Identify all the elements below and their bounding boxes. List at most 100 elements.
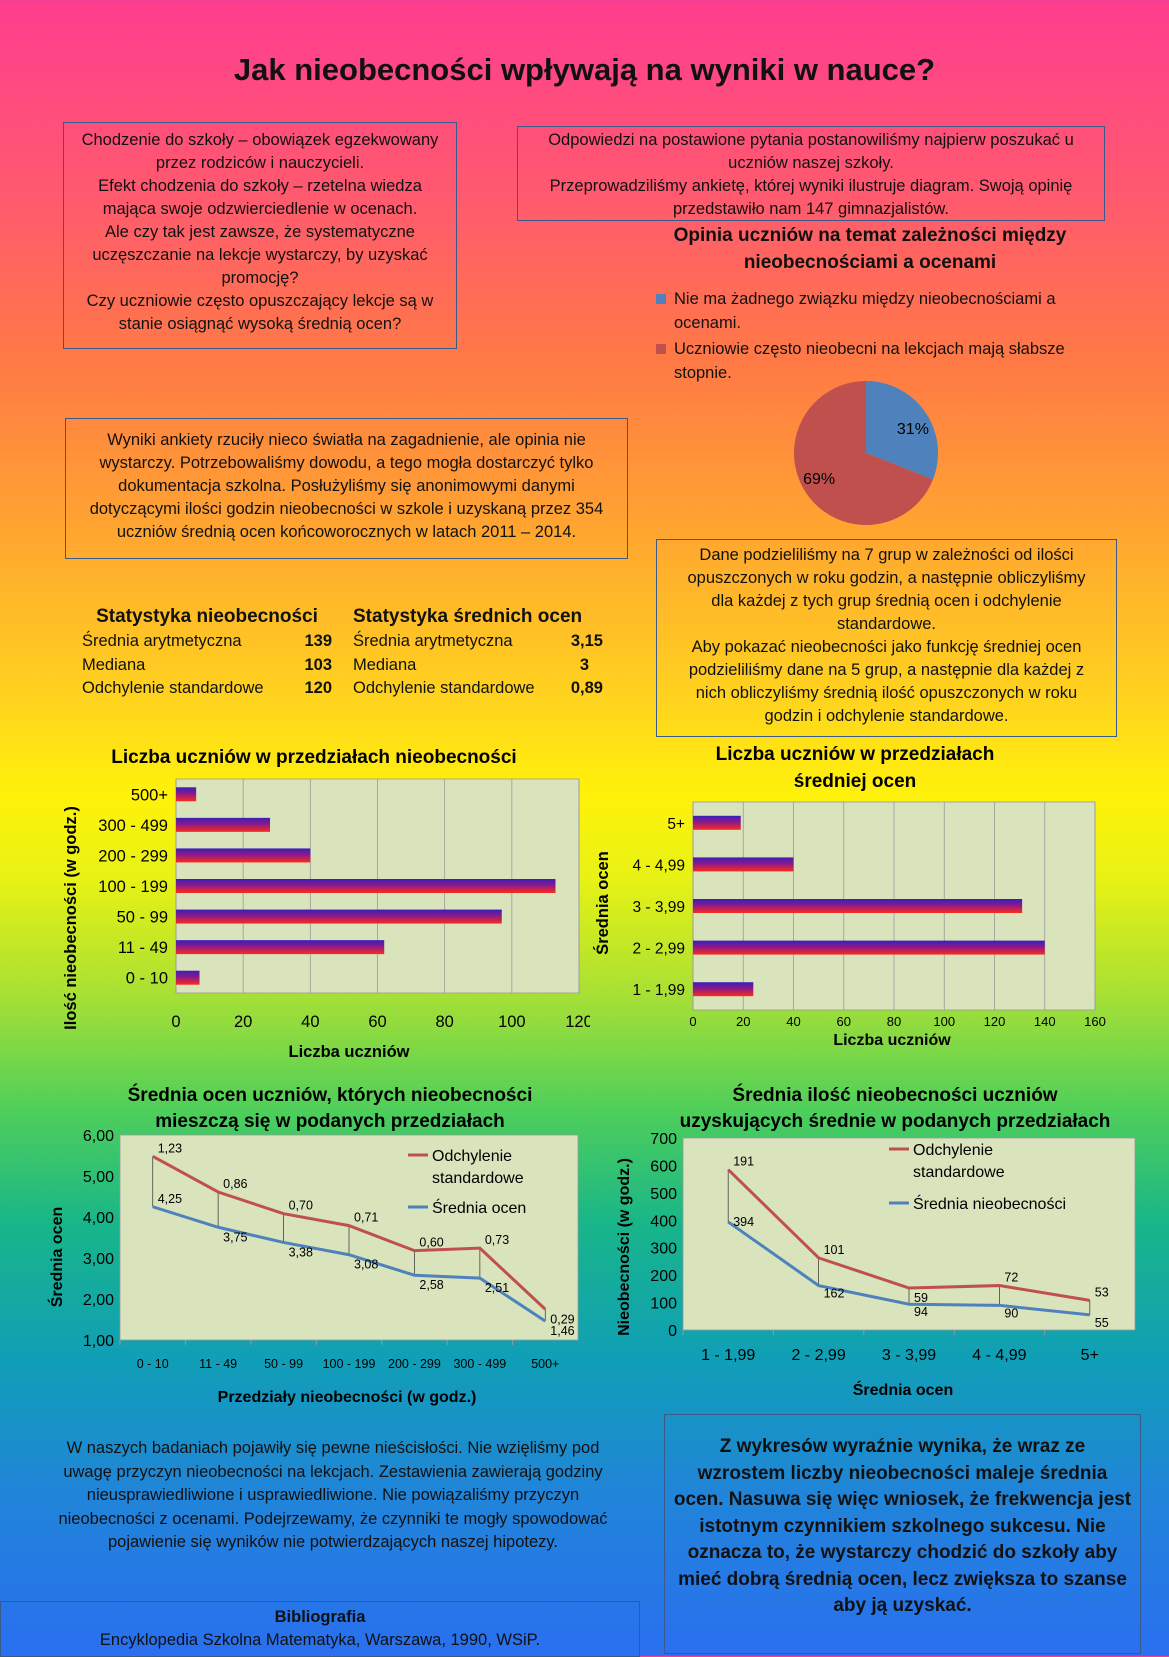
y-tick-label: 700 bbox=[650, 1131, 677, 1148]
y-tick-label: 5+ bbox=[667, 816, 685, 833]
x-tick-label: 100 bbox=[498, 1013, 526, 1031]
grades-bar-chart: Liczba uczniów w przedziałach średniej o… bbox=[593, 744, 1106, 1049]
x-tick-label: 5+ bbox=[1081, 1347, 1099, 1364]
y-tick-label: 100 - 199 bbox=[98, 878, 168, 896]
pie-title-line: nieobecnościami a ocenami bbox=[743, 252, 997, 273]
chart-title-line: Średnia ocen uczniów, których nieobecnoś… bbox=[128, 1084, 533, 1106]
bibliography-heading: Bibliografia bbox=[274, 1608, 366, 1626]
x-tick-label: 20 bbox=[234, 1013, 252, 1031]
data-label: 55 bbox=[1095, 1316, 1109, 1330]
results-box: Wyniki ankiety rzuciły nieco światła na … bbox=[65, 418, 628, 559]
text-line: mieć dobrą średnią ocen, lecz zwiększa t… bbox=[678, 1568, 1127, 1590]
intro-text: Chodzenie do szkoły – obowiązek egzekwow… bbox=[72, 129, 448, 336]
y-tick-label: 0 bbox=[668, 1323, 677, 1340]
y-tick-label: 2,00 bbox=[83, 1292, 114, 1309]
text-line: Czy uczniowie często opuszczający lekcje… bbox=[86, 292, 434, 310]
page-title: Jak nieobecności wpływają na wyniki w na… bbox=[233, 52, 936, 87]
absence-bar-chart: Liczba uczniów w przedziałach nieobecnoś… bbox=[62, 747, 590, 1060]
x-axis-label: Liczba uczniów bbox=[833, 1032, 951, 1049]
y-tick-label: 0 - 10 bbox=[126, 970, 168, 988]
x-tick-label: 3 - 3,99 bbox=[882, 1347, 936, 1364]
bar bbox=[176, 848, 311, 863]
data-label: 1,46 bbox=[550, 1324, 574, 1338]
legend-label: Nie ma żadnego związku między nieobecnoś… bbox=[674, 290, 1056, 332]
text-line: Chodzenie do szkoły – obowiązek egzekwow… bbox=[81, 131, 439, 149]
data-label: 0,60 bbox=[419, 1236, 443, 1250]
grade-stats: Statystyka średnich ocen Średnia arytmet… bbox=[353, 606, 603, 703]
x-tick-label: 2 - 2,99 bbox=[791, 1347, 845, 1364]
data-label: 0,86 bbox=[223, 1177, 247, 1191]
y-tick-label: 300 - 499 bbox=[98, 817, 168, 835]
absence-line-chart: Średnia ilość nieobecności uczniów uzysk… bbox=[616, 1084, 1136, 1399]
x-tick-label: 200 - 299 bbox=[388, 1357, 441, 1371]
x-tick-label: 4 - 4,99 bbox=[972, 1347, 1026, 1364]
series-line bbox=[727, 1168, 1091, 1302]
x-tick-label: 60 bbox=[837, 1014, 851, 1029]
groups-box: Dane podzieliliśmy na 7 grup w zależnośc… bbox=[656, 539, 1117, 737]
text-line: promocję? bbox=[221, 269, 299, 287]
x-tick-label: 160 bbox=[1084, 1014, 1106, 1029]
data-label: 4,25 bbox=[158, 1192, 182, 1206]
y-tick-label: 600 bbox=[650, 1158, 677, 1175]
y-tick-label: 2 - 2,99 bbox=[632, 941, 685, 958]
data-label: 0,29 bbox=[550, 1312, 574, 1326]
text-line: opuszczonych w roku godzin, a następnie … bbox=[687, 569, 1086, 587]
data-label: 90 bbox=[1004, 1306, 1018, 1320]
text-line: Z wykresów wyraźnie wynika, że wraz ze bbox=[719, 1436, 1086, 1457]
text-line: nich obliczyliśmy średnią ilość opuszczo… bbox=[695, 684, 1078, 702]
stat-row: Średnia arytmetyczna 3,15 bbox=[353, 632, 603, 650]
answers-text: Odpowiedzi na postawione pytania postano… bbox=[526, 129, 1096, 221]
groups-text: Dane podzieliliśmy na 7 grup w zależnośc… bbox=[665, 544, 1108, 728]
pie-chart-title: Opinia uczniów na temat zależności międz… bbox=[640, 222, 1100, 276]
x-tick-label: 0 - 10 bbox=[137, 1357, 169, 1371]
text-line: uczęszczanie na lekcje wystarczy, by uzy… bbox=[92, 246, 428, 264]
stat-row: Odchylenie standardowe 120 bbox=[82, 679, 332, 697]
x-tick-label: 120 bbox=[984, 1014, 1006, 1029]
legend-label: Średnia nieobecności bbox=[913, 1194, 1066, 1213]
text-line: uczniów średnią ocen końcoworocznych w l… bbox=[116, 523, 577, 541]
x-tick-label: 0 bbox=[171, 1013, 180, 1031]
text-line: dla każdej z tych grup średnią ocen i od… bbox=[711, 592, 1062, 610]
x-tick-label: 50 - 99 bbox=[264, 1357, 303, 1371]
chart-title-line: mieszczą się w podanych przedziałach bbox=[155, 1111, 505, 1132]
bar bbox=[176, 879, 556, 893]
legend-swatch bbox=[656, 344, 666, 354]
bar bbox=[693, 815, 741, 830]
data-label: 59 bbox=[914, 1291, 928, 1305]
y-tick-label: 4,00 bbox=[83, 1210, 114, 1227]
answers-box: Odpowiedzi na postawione pytania postano… bbox=[517, 126, 1105, 221]
data-label: 101 bbox=[824, 1243, 845, 1257]
stat-row: Mediana 3 bbox=[353, 655, 589, 674]
data-label: 94 bbox=[914, 1305, 928, 1319]
y-tick-label: 11 - 49 bbox=[118, 939, 168, 957]
chart-title-line: średniej ocen bbox=[794, 771, 917, 792]
data-label: 191 bbox=[733, 1155, 754, 1169]
data-label: 3,38 bbox=[289, 1245, 313, 1259]
bar bbox=[693, 857, 794, 872]
text-line: Przeprowadziliśmy ankietę, której wyniki… bbox=[549, 177, 1073, 195]
stat-row: Mediana 103 bbox=[82, 655, 332, 674]
bar bbox=[176, 940, 385, 955]
bar bbox=[693, 899, 1023, 913]
series-line bbox=[151, 1155, 547, 1311]
bar bbox=[176, 970, 200, 985]
chart-title-line: uzyskujących średnie w podanych przedzia… bbox=[680, 1111, 1111, 1132]
legend-label: standardowe bbox=[913, 1164, 1005, 1181]
data-label: 0,70 bbox=[289, 1199, 313, 1213]
legend-label: Średnia ocen bbox=[432, 1198, 526, 1217]
y-axis-label: Ilość nieobecności (w godz.) bbox=[62, 806, 80, 1030]
pie-slice bbox=[794, 381, 933, 525]
series-line bbox=[727, 1220, 1090, 1317]
y-tick-label: 4 - 4,99 bbox=[632, 857, 685, 874]
x-tick-label: 80 bbox=[887, 1014, 901, 1029]
pie-chart: 31% 69% bbox=[794, 381, 938, 525]
text-line: Odpowiedzi na postawione pytania postano… bbox=[548, 131, 1074, 149]
series-line bbox=[152, 1205, 547, 1323]
text-line: podzieliliśmy dane na 5 grup, a następni… bbox=[688, 661, 1085, 679]
data-label: 1,23 bbox=[158, 1141, 182, 1155]
y-tick-label: 500 bbox=[650, 1186, 677, 1203]
x-tick-label: 120 bbox=[565, 1013, 590, 1031]
data-label: 0,73 bbox=[485, 1233, 509, 1247]
text-line: ocen. Nasuwa się więc wniosek, że frekwe… bbox=[673, 1489, 1132, 1510]
x-tick-label: 60 bbox=[368, 1013, 386, 1031]
